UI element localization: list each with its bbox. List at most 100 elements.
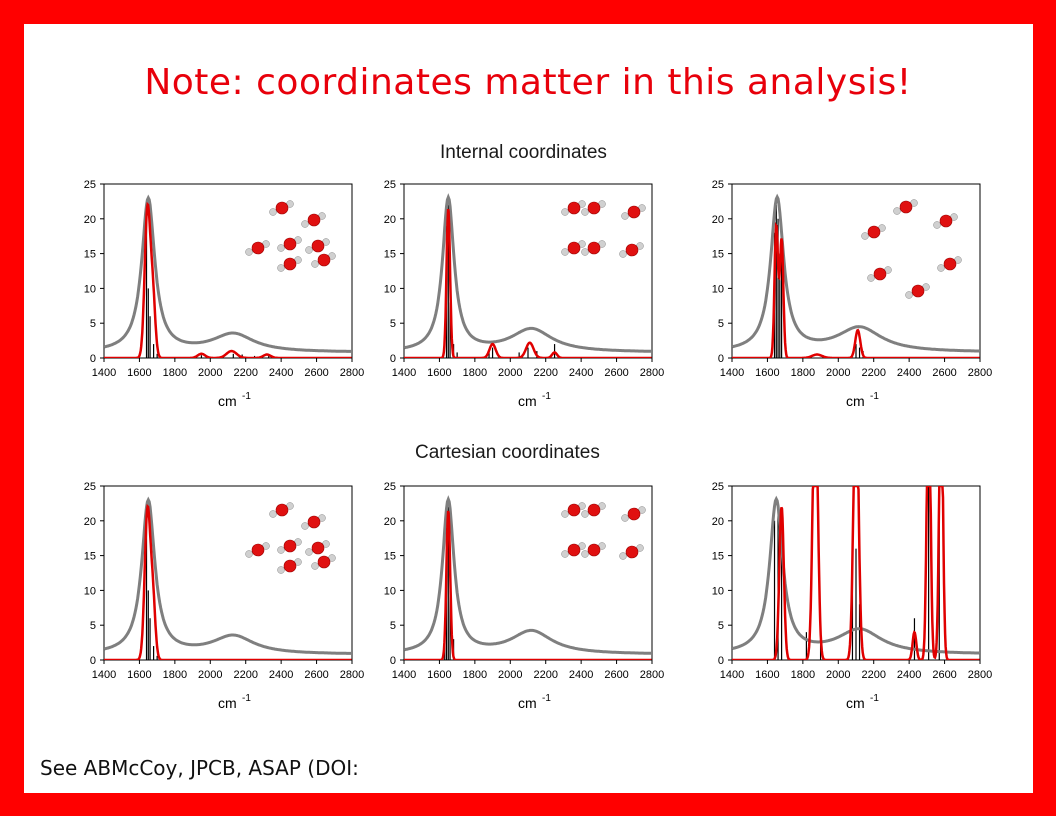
x-axis-label-sup: -1	[242, 693, 251, 704]
y-tick-label: 0	[90, 353, 96, 365]
section-title-internal: Internal coordinates	[440, 142, 607, 163]
oxygen-atom	[625, 545, 639, 559]
y-tick-label: 20	[84, 214, 96, 226]
chart-panel: 0 5 10 15 20 25 1400 1600 1800 2000 2200 2400 2600 28…	[362, 472, 682, 722]
x-tick-label: 2400	[269, 669, 293, 681]
x-tick-label: 1600	[427, 367, 451, 379]
chart-panel: 0 5 10 15 20 25 1400 1600 1800 2000 2200 2400 2600 28…	[362, 170, 682, 420]
water-cluster-image	[245, 200, 336, 272]
oxygen-atom	[251, 543, 265, 557]
oxygen-atom	[873, 267, 887, 281]
y-tick-label: 15	[712, 551, 724, 563]
x-tick-label: 1400	[392, 669, 416, 681]
red-series-line	[404, 208, 652, 358]
hydrogen-atom	[301, 220, 309, 228]
x-axis-label-sup: -1	[242, 391, 251, 402]
hydrogen-atom	[933, 221, 941, 229]
x-tick-label: 1600	[427, 669, 451, 681]
oxygen-atom	[567, 241, 581, 255]
x-axis-label: cm	[846, 393, 865, 409]
y-tick-label: 5	[90, 620, 96, 632]
x-tick-label: 2200	[533, 367, 557, 379]
y-tick-label: 10	[384, 585, 396, 597]
oxygen-atom	[587, 241, 601, 255]
hydrogen-atom	[301, 522, 309, 530]
x-axis-label: cm	[218, 695, 237, 711]
hydrogen-atom	[311, 260, 319, 268]
y-tick-label: 15	[384, 249, 396, 261]
oxygen-atom	[317, 555, 331, 569]
oxygen-atom	[567, 503, 581, 517]
x-tick-label: 2000	[198, 669, 222, 681]
x-tick-label: 2800	[968, 367, 992, 379]
oxygen-atom	[283, 559, 297, 573]
x-axis-label-sup: -1	[870, 391, 879, 402]
hydrogen-atom	[621, 212, 629, 220]
x-axis-label-sup: -1	[542, 693, 551, 704]
hydrogen-atom	[311, 562, 319, 570]
gray-series-line	[732, 193, 980, 353]
oxygen-atom	[307, 515, 321, 529]
x-tick-label: 1800	[791, 367, 815, 379]
y-tick-label: 10	[712, 585, 724, 597]
x-tick-label: 1800	[163, 367, 187, 379]
hydrogen-atom	[561, 550, 569, 558]
y-tick-label: 10	[84, 585, 96, 597]
gray-series-line	[404, 193, 652, 353]
x-tick-label: 2800	[340, 669, 364, 681]
hydrogen-atom	[561, 510, 569, 518]
y-tick-label: 15	[712, 249, 724, 261]
hydrogen-atom	[269, 510, 277, 518]
oxygen-atom	[311, 541, 325, 555]
x-axis-label: cm	[518, 695, 537, 711]
hydrogen-atom	[277, 566, 285, 574]
hydrogen-atom	[305, 548, 313, 556]
x-tick-label: 2600	[304, 669, 328, 681]
y-tick-label: 10	[712, 283, 724, 295]
oxygen-atom	[251, 241, 265, 255]
y-tick-label: 20	[384, 214, 396, 226]
chart-panel: 0 5 10 15 20 25 1400 1600 1800 2000 2200 2400 2600 28…	[690, 472, 1010, 722]
y-tick-label: 25	[384, 481, 396, 493]
x-axis-label-sup: -1	[542, 391, 551, 402]
oxygen-atom	[307, 213, 321, 227]
oxygen-atom	[587, 543, 601, 557]
x-tick-label: 2400	[269, 367, 293, 379]
y-tick-label: 20	[712, 516, 724, 528]
y-tick-label: 5	[390, 318, 396, 330]
hydrogen-atom	[305, 246, 313, 254]
x-tick-label: 1600	[127, 669, 151, 681]
y-tick-label: 0	[390, 655, 396, 667]
oxygen-atom	[317, 253, 331, 267]
oxygen-atom	[627, 507, 641, 521]
x-tick-label: 1400	[92, 669, 116, 681]
slide-title: Note: coordinates matter in this analysi…	[144, 62, 912, 103]
y-tick-label: 15	[84, 551, 96, 563]
y-tick-label: 0	[718, 353, 724, 365]
oxygen-atom	[275, 201, 289, 215]
x-tick-label: 2400	[897, 367, 921, 379]
x-axis-label: cm	[218, 393, 237, 409]
oxygen-atom	[283, 539, 297, 553]
oxygen-atom	[911, 284, 925, 298]
hydrogen-atom	[619, 552, 627, 560]
chart-panel: 0 5 10 15 20 25 1400 1600 1800 2000 2200 2400 2600 28…	[62, 170, 382, 420]
x-tick-label: 2400	[897, 669, 921, 681]
y-tick-label: 25	[84, 481, 96, 493]
y-tick-label: 20	[384, 516, 396, 528]
hydrogen-atom	[277, 546, 285, 554]
hydrogen-atom	[867, 274, 875, 282]
hydrogen-atom	[561, 208, 569, 216]
x-tick-label: 2600	[932, 669, 956, 681]
hydrogen-atom	[277, 244, 285, 252]
x-tick-label: 2200	[861, 669, 885, 681]
x-tick-label: 2600	[932, 367, 956, 379]
oxygen-atom	[625, 243, 639, 257]
x-tick-label: 2000	[826, 367, 850, 379]
x-tick-label: 1800	[463, 669, 487, 681]
y-tick-label: 15	[384, 551, 396, 563]
water-cluster-image	[245, 502, 336, 574]
water-cluster-image	[861, 199, 962, 299]
x-axis-label-sup: -1	[870, 693, 879, 704]
hydrogen-atom	[581, 550, 589, 558]
